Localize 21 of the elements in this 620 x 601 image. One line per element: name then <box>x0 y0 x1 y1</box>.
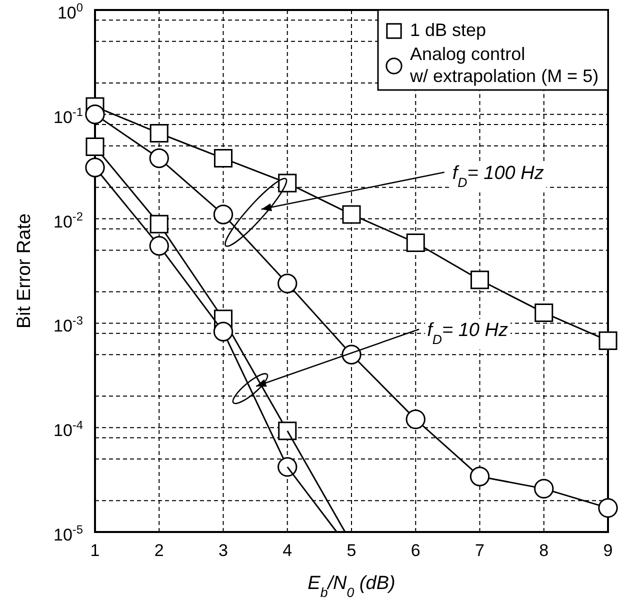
legend-label: Analog control w/ extrapolation (M = 5) <box>409 44 599 86</box>
x-tick-label: 3 <box>218 541 228 560</box>
annotation: f$_{D}$= 10 Hz <box>427 320 509 346</box>
x-tick-label: 4 <box>282 541 292 560</box>
x-axis-title: E$_{b}$/N$_{0}$ (dB) <box>308 573 396 600</box>
y-axis-title: Bit Error Rate <box>14 213 35 329</box>
y-tick-label: 10$^{-5}$ <box>54 522 84 544</box>
y-tick-label: 10$^{-3}$ <box>54 314 84 336</box>
y-tick-label: 10$^{-4}$ <box>54 418 84 440</box>
x-tick-label: 6 <box>410 541 420 560</box>
legend-label: 1 dB step <box>410 20 486 40</box>
annotation: f$_{D}$= 100 Hz <box>452 162 544 190</box>
x-tick-label: 8 <box>539 541 549 560</box>
y-tick-label: 10$^{-2}$ <box>54 209 84 232</box>
x-tick-label: 2 <box>154 541 164 560</box>
x-tick-label: 9 <box>603 541 613 560</box>
x-tick-label: 1 <box>90 541 100 560</box>
y-tick-label: 10$^{0}$ <box>57 0 84 22</box>
y-tick-label: 10$^{-1}$ <box>54 104 84 127</box>
x-tick-label: 5 <box>346 541 356 560</box>
x-tick-label: 7 <box>475 541 484 560</box>
